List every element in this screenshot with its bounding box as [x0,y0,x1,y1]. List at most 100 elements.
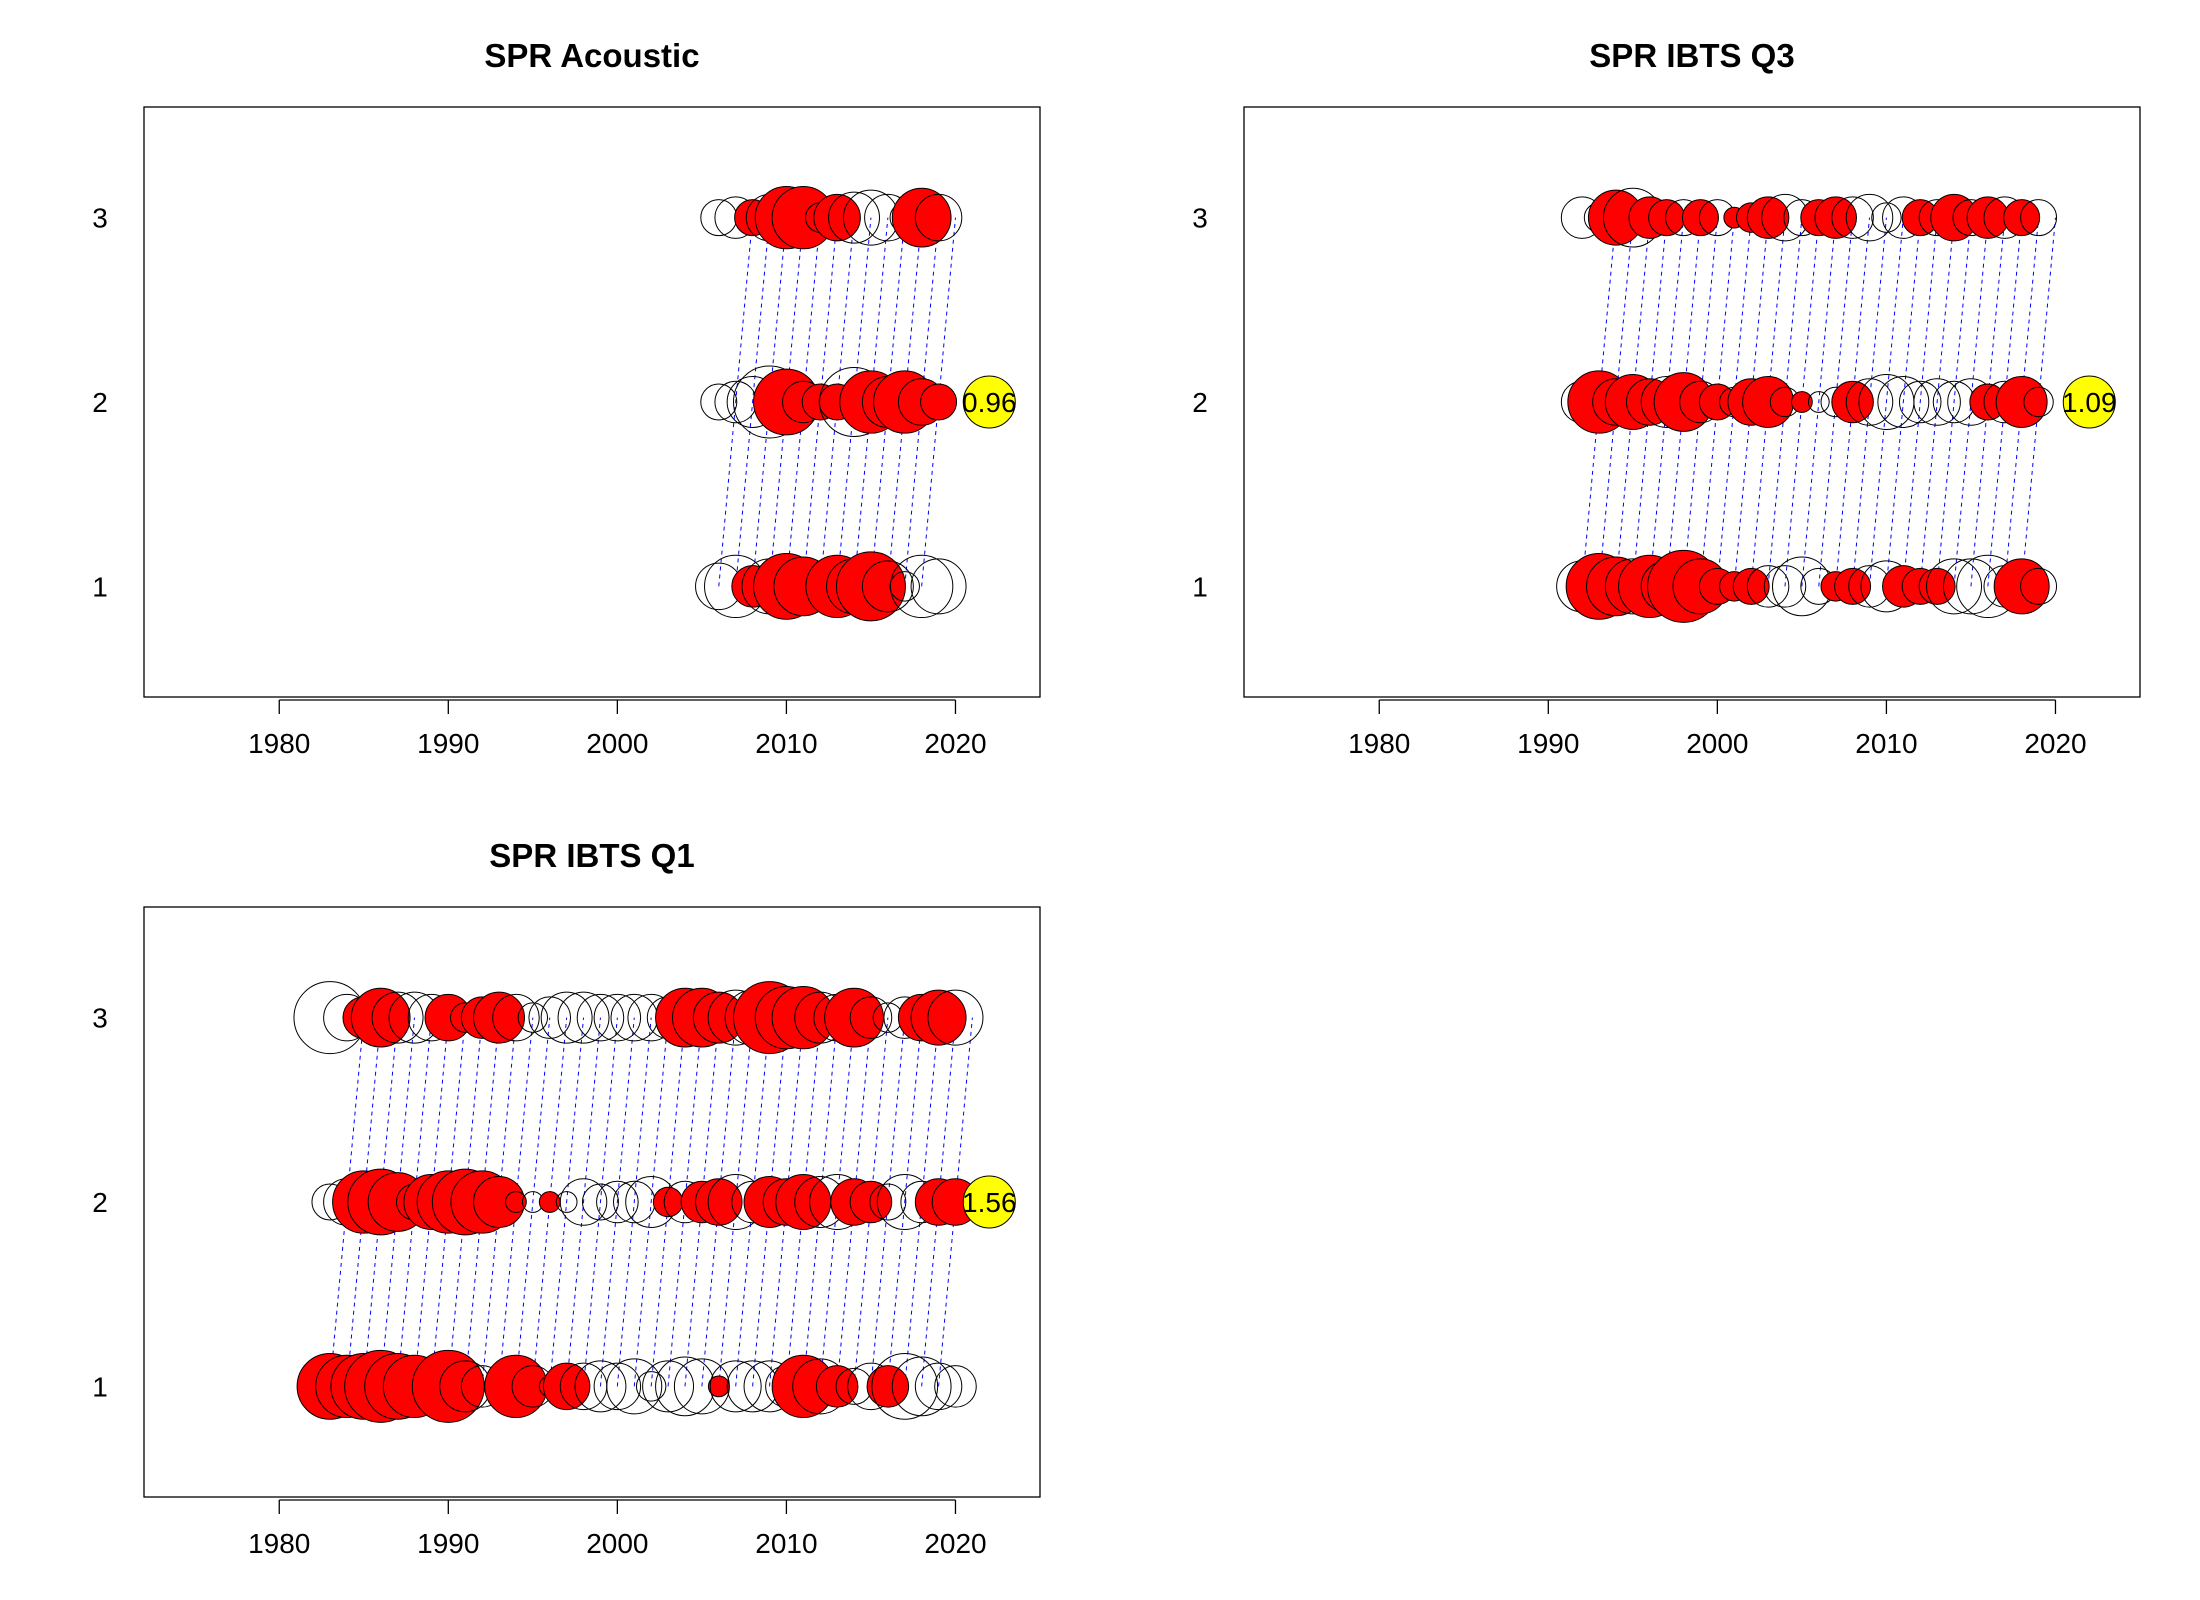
negative-residual-bubble [593,1362,642,1411]
negative-residual-bubble [1763,565,1807,608]
positive-residual-bubble [1790,391,1813,413]
x-tick-label: 1990 [417,1528,479,1559]
negative-residual-bubble [559,1178,608,1226]
negative-residual-bubble [1898,380,1942,424]
negative-residual-bubble [1913,378,1961,426]
negative-residual-bubble [1845,193,1894,242]
positive-residual-bubble [1742,376,1795,428]
overlay-value-label: 0.96 [962,387,1017,418]
positive-residual-bubble [866,1365,910,1408]
cohort-link [583,1017,618,1387]
negative-residual-bubble [596,1180,639,1224]
plot-frame [143,106,1041,698]
y-tick-label: 3 [92,1003,108,1034]
positive-residual-bubble [1681,199,1719,237]
x-tick-label: 1980 [1348,728,1410,759]
positive-residual-bubble [1834,567,1872,605]
negative-residual-bubble [576,993,625,1042]
positive-residual-bubble [849,1180,893,1224]
negative-residual-bubble [889,554,954,619]
x-tick-label: 2020 [924,1528,986,1559]
negative-residual-bubble [891,1356,952,1417]
plot-frame [143,906,1041,1498]
cohort-link [1936,217,1972,587]
negative-residual-bubble [861,560,914,613]
cohort-link [515,1017,551,1387]
negative-residual-bubble [1845,378,1894,426]
x-tick-label: 1980 [248,728,310,759]
overlay-value-label: 1.56 [962,1187,1017,1218]
y-tick-label: 3 [1192,203,1208,234]
negative-residual-bubble [914,193,963,242]
positive-residual-bubble [1648,199,1686,237]
negative-residual-bubble [1871,202,1902,233]
negative-residual-bubble [557,991,610,1044]
chart-title: SPR Acoustic [484,37,699,74]
panel-spr-ibts-q1: SPR IBTS Q1 1980 1990 2000 2010 2020 1 2 3 1.56 [0,800,1100,1600]
cohort-link [735,217,771,587]
y-tick-label: 2 [1192,387,1208,418]
negative-residual-bubble [700,383,738,421]
cohort-link [549,1017,585,1387]
negative-residual-bubble [2023,386,2054,418]
negative-residual-bubble [1831,196,1874,239]
cohort-link [1869,217,1904,587]
positive-residual-bubble [538,1191,561,1213]
positive-residual-bubble [1732,567,1770,605]
y-tick-label: 1 [1192,571,1208,602]
positive-residual-bubble [813,193,861,242]
negative-residual-bubble [371,991,424,1044]
chart-title: SPR IBTS Q1 [489,837,694,874]
negative-residual-bubble [593,993,642,1042]
chart-title: SPR IBTS Q3 [1589,37,1794,74]
overlay-value-bubble [962,1175,1016,1229]
chart-spr-ibts-q1: SPR IBTS Q1 1980 1990 2000 2010 2020 1 2 3 1.56 [92,837,1041,1559]
positive-residual-bubble [920,383,958,421]
positive-residual-bubble [652,1186,684,1218]
positive-residual-bubble [2003,199,2041,237]
cohort-link [599,1017,635,1387]
positive-residual-bubble [484,1354,548,1419]
overlay-value-label: 1.09 [2062,387,2117,418]
overlay-value-bubble [2062,375,2116,429]
plot-frame [1243,106,2141,698]
residual-bubbles [293,981,984,1423]
negative-residual-bubble [642,1360,695,1413]
positive-residual-bubble [707,1375,730,1398]
negative-residual-bubble [492,993,540,1042]
negative-residual-bubble [2020,199,2058,237]
positive-residual-bubble [835,551,906,622]
negative-residual-bubble [540,991,593,1044]
panel-spr-ibts-q3: SPR IBTS Q3 1980 1990 2000 2010 2020 1 2 3 1.09 [1100,0,2200,800]
x-tick-label: 1990 [1517,728,1579,759]
residual-bubbles [1556,187,2058,623]
chart-spr-acoustic: SPR Acoustic 1980 1990 2000 2010 2020 1 2 3 0.96 [92,37,1041,759]
x-tick-label: 2020 [2024,728,2086,759]
negative-residual-bubble [914,1362,963,1411]
positive-residual-bubble [1966,196,2010,239]
y-tick-label: 2 [92,1187,108,1218]
x-tick-label: 2000 [586,1528,648,1559]
negative-residual-bubble [828,191,880,244]
positive-residual-bubble [1995,376,2048,428]
cohort-link [1919,217,1955,587]
negative-residual-bubble [869,1183,907,1221]
chart-spr-ibts-q3: SPR IBTS Q3 1980 1990 2000 2010 2020 1 2 3 1.09 [1192,37,2141,759]
overlay-value-bubble [962,375,1016,429]
negative-residual-bubble [606,1358,663,1415]
cohort-link [633,1017,669,1387]
cohort-link [1885,217,1921,587]
negative-residual-bubble [528,996,572,1039]
y-tick-label: 1 [92,571,108,602]
negative-residual-bubble [2020,567,2058,605]
negative-residual-bubble [635,1371,667,1402]
negative-residual-bubble [1807,391,1830,413]
x-tick-label: 2000 [586,728,648,759]
negative-residual-bubble [927,989,984,1046]
negative-residual-bubble [1926,558,1983,615]
positive-residual-bubble [891,187,952,248]
y-tick-label: 1 [92,1371,108,1402]
positive-residual-bubble [1993,558,2050,615]
x-tick-label: 2010 [1855,728,1917,759]
positive-residual-bubble [473,991,525,1044]
